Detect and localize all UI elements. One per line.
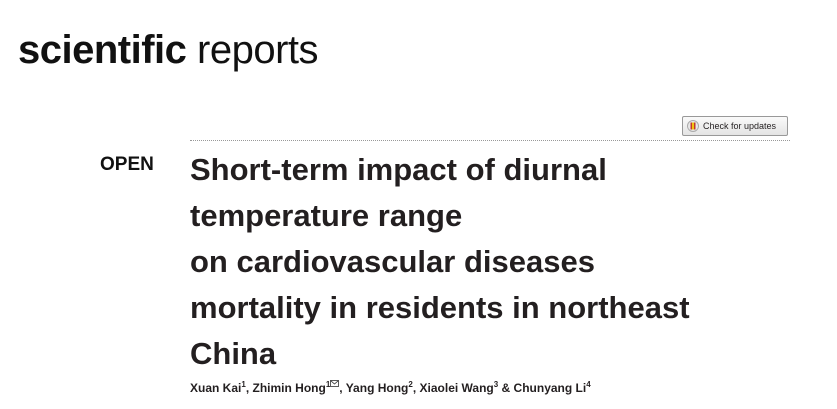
author-affiliation: 4	[586, 380, 591, 389]
rule	[190, 140, 790, 141]
journal-light: reports	[197, 28, 319, 72]
title: Short-term impact of diurnal temperature …	[190, 147, 690, 377]
badge-text: Check for updates	[703, 121, 777, 131]
author-separator: ,	[412, 381, 420, 395]
author-name: Yang Hong	[345, 381, 409, 395]
badge-icon	[687, 120, 699, 132]
journal-name: scientific reports	[18, 28, 319, 73]
author-affiliation: 3	[493, 380, 499, 389]
author-name: Xiaolei Wang	[419, 381, 494, 395]
author-name: Zhimin Hong	[252, 381, 326, 395]
title-line: on cardiovascular diseases	[190, 244, 595, 279]
author-separator: &	[498, 381, 514, 395]
author-affiliation: 1	[325, 380, 331, 389]
email-icon[interactable]	[330, 380, 340, 387]
authors: Xuan Kai1, Zhimin Hong1, Yang Hong2, Xia…	[190, 380, 591, 395]
journal-bold: scientific	[18, 28, 187, 72]
title-line: mortality in residents in northeast	[190, 290, 690, 325]
author-separator: ,	[245, 381, 253, 395]
title-line: Short-term impact of diurnal	[190, 152, 607, 187]
check-updates-badge[interactable]: Check for updates	[682, 116, 788, 136]
author-name: Xuan Kai	[190, 381, 242, 395]
title-line: China	[190, 336, 277, 371]
title-line: temperature range	[190, 198, 463, 233]
author-name: Chunyang Li	[513, 381, 587, 395]
author-affiliation: 1	[241, 380, 246, 389]
author-affiliation: 2	[408, 380, 413, 389]
access-label: OPEN	[100, 154, 154, 175]
author-separator: ,	[339, 381, 346, 395]
